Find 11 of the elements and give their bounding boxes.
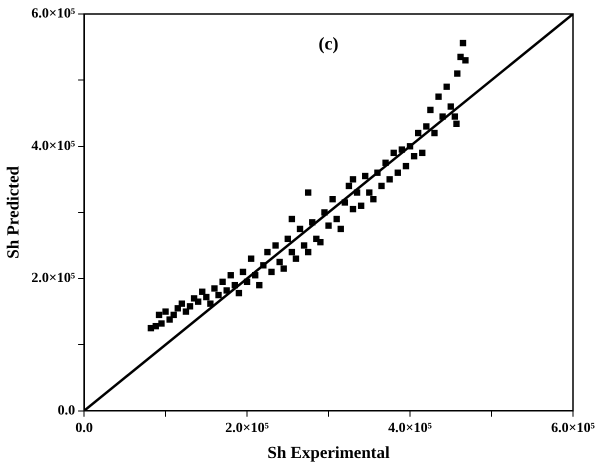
- x-tick-label: 4.0×10⁵: [388, 420, 432, 436]
- x-tick-label: 6.0×10⁵: [551, 420, 595, 436]
- y-axis-title: Sh Predicted: [4, 166, 23, 259]
- x-axis-title: Sh Experimental: [267, 443, 390, 462]
- x-tick-label: 0.0: [75, 420, 93, 436]
- x-tick-label: 2.0×10⁵: [225, 420, 269, 436]
- y-tick-label: 4.0×10⁵: [31, 138, 76, 154]
- y-tick-label: 6.0×10⁵: [31, 6, 76, 22]
- y-tick-label: 0.0: [58, 403, 76, 418]
- y-tick-label: 2.0×10⁵: [31, 271, 76, 286]
- annotation: (c): [318, 34, 339, 54]
